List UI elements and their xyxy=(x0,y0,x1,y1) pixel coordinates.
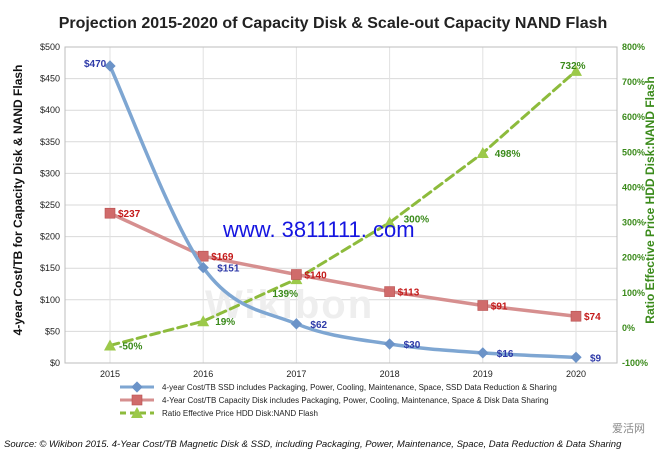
left-tick-label: $200 xyxy=(40,232,60,242)
data-point xyxy=(131,394,143,406)
corner-logo: 爱活网 xyxy=(612,422,645,435)
right-tick-label: 500% xyxy=(622,147,645,157)
x-tick-label: 2020 xyxy=(566,369,586,379)
axes: $0 $50 $100 $150 $200 $250 $300 $350 $400 $450 $50… xyxy=(40,42,648,379)
legend-item-2: 4-Year Cost/TB Capacity Disk includes Pa… xyxy=(120,394,549,406)
right-tick-label: 700% xyxy=(622,77,645,87)
data-point xyxy=(131,381,143,393)
data-point xyxy=(570,64,582,76)
x-tick-label: 2017 xyxy=(286,369,306,379)
data-label: $74 xyxy=(584,312,601,323)
right-tick-label: 300% xyxy=(622,218,645,228)
data-point xyxy=(570,310,582,322)
series-3: -50% 19% 139% 300% 498% 732% xyxy=(104,61,586,352)
data-point xyxy=(104,339,116,351)
right-tick-label: -100% xyxy=(622,358,648,368)
data-label: 19% xyxy=(215,317,235,328)
plot-area: -50%19%139%300%498%732%$237$169$140$113$… xyxy=(84,59,602,364)
left-tick-label: $100 xyxy=(40,295,60,305)
legend: 4-year Cost/TB SSD includes Packaging, P… xyxy=(120,381,557,418)
data-label: $16 xyxy=(497,349,514,360)
right-tick-label: 400% xyxy=(622,182,645,192)
data-point xyxy=(570,351,582,363)
right-tick-label: 200% xyxy=(622,253,645,263)
chart-title: Projection 2015-2020 of Capacity Disk & … xyxy=(59,15,608,32)
right-tick-label: 800% xyxy=(622,42,645,52)
left-tick-label: $150 xyxy=(40,263,60,273)
data-label: 139% xyxy=(272,289,298,300)
data-label: 732% xyxy=(560,61,586,72)
data-label: -50% xyxy=(119,341,142,352)
data-label: $151 xyxy=(217,264,240,275)
left-tick-label: $450 xyxy=(40,74,60,84)
data-label: $237 xyxy=(118,209,141,220)
data-point xyxy=(476,147,489,159)
data-label: $62 xyxy=(310,320,327,331)
data-point xyxy=(383,216,396,228)
x-tick-label: 2015 xyxy=(100,369,120,379)
plot-frame xyxy=(64,46,618,364)
left-axis-label: 4-year Cost/TB for Capacity Disk & NAND … xyxy=(11,65,25,336)
data-point xyxy=(477,300,489,311)
legend-label: Ratio Effective Price HDD Disk:NAND Flas… xyxy=(162,409,318,418)
data-point xyxy=(383,338,396,350)
data-label: $91 xyxy=(491,301,508,312)
left-tick-label: $350 xyxy=(40,137,60,147)
data-point xyxy=(384,286,395,297)
series-line xyxy=(108,69,578,347)
series-1: $470 $151 $62 $30 $16 $9 xyxy=(84,59,602,364)
data-label: $113 xyxy=(398,288,420,299)
right-tick-label: 0% xyxy=(622,323,635,333)
left-tick-label: $250 xyxy=(40,200,60,210)
data-point xyxy=(290,318,303,330)
data-label: $30 xyxy=(404,340,421,351)
x-tick-label: 2018 xyxy=(380,369,400,379)
left-tick-label: $500 xyxy=(40,42,60,52)
legend-item-1: 4-year Cost/TB SSD includes Packaging, P… xyxy=(120,381,557,393)
legend-label: 4-year Cost/TB SSD includes Packaging, P… xyxy=(162,383,557,392)
left-tick-label: $0 xyxy=(50,358,60,368)
data-label: $470 xyxy=(84,59,107,70)
data-point xyxy=(197,315,210,327)
right-tick-label: 600% xyxy=(622,112,645,122)
left-tick-label: $300 xyxy=(40,168,60,178)
left-tick-label: $50 xyxy=(45,326,60,336)
data-label: $140 xyxy=(304,271,327,282)
left-tick-label: $400 xyxy=(40,105,60,115)
right-axis-label: Ratio Effective Price HDD Disk:NAND Flas… xyxy=(643,76,657,323)
x-tick-label: 2016 xyxy=(193,369,213,379)
series-line xyxy=(108,211,578,318)
data-point xyxy=(291,269,302,280)
legend-label: 4-Year Cost/TB Capacity Disk includes Pa… xyxy=(162,396,549,405)
data-point xyxy=(197,250,209,262)
data-label: $9 xyxy=(590,353,602,364)
data-label: 300% xyxy=(404,215,430,226)
data-point xyxy=(197,261,209,274)
series-2: $237 $169 $140 $113 $91 $74 xyxy=(104,207,601,323)
data-point xyxy=(104,207,116,219)
website-watermark: www. 3811111. com xyxy=(222,217,415,242)
source-note: Source: © Wikibon 2015. 4-Year Cost/TB M… xyxy=(4,439,622,450)
data-point xyxy=(477,347,489,359)
data-label: $169 xyxy=(211,252,234,263)
data-label: 498% xyxy=(495,149,521,160)
x-tick-label: 2019 xyxy=(473,369,493,379)
legend-item-3: Ratio Effective Price HDD Disk:NAND Flas… xyxy=(120,407,318,418)
data-point xyxy=(131,407,143,418)
right-tick-label: 100% xyxy=(622,288,645,298)
